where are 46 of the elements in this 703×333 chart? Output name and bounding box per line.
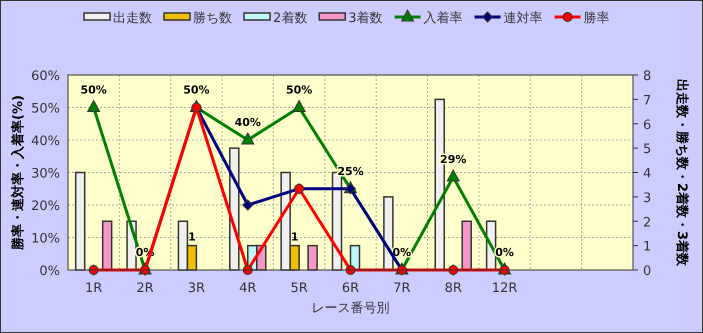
point bbox=[241, 132, 254, 144]
x-tick-label: 12R bbox=[492, 281, 518, 296]
data-label: 1 bbox=[188, 230, 196, 244]
y-tick-label: 60% bbox=[31, 69, 60, 84]
y2-tick-label: 6 bbox=[643, 118, 652, 133]
point bbox=[242, 200, 254, 210]
point bbox=[87, 100, 100, 112]
y2-tick-label: 1 bbox=[643, 240, 652, 255]
y2-axis-title: 出走数・勝ち数・2着数・3着数 bbox=[674, 78, 690, 268]
data-label: 50% bbox=[183, 84, 210, 96]
y-tick-label: 20% bbox=[31, 199, 60, 214]
y-tick-label: 30% bbox=[31, 166, 60, 182]
point bbox=[292, 100, 306, 112]
x-tick-label: 7R bbox=[393, 281, 411, 296]
y-tick-label: 10% bbox=[31, 232, 60, 246]
y2-tick-label: 7 bbox=[643, 93, 652, 108]
legend-label: 入着率 bbox=[424, 10, 463, 26]
y2-tick-label: 5 bbox=[643, 142, 652, 158]
legend-label: 3着数 bbox=[348, 10, 383, 26]
y2-tick-label: 3 bbox=[643, 190, 652, 206]
x-tick-label: 5R bbox=[290, 281, 308, 296]
y-tick-label: 0% bbox=[39, 264, 60, 279]
x-tick-label: 3R bbox=[188, 281, 206, 296]
legend-label: 出走数 bbox=[113, 11, 152, 26]
x-tick-label: 1R bbox=[85, 281, 102, 296]
data-label: 50% bbox=[286, 84, 312, 96]
x-tick-label: 6R bbox=[342, 281, 360, 296]
legend-label: 勝ち数 bbox=[193, 11, 232, 26]
point bbox=[446, 170, 460, 182]
x-tick-label: 4R bbox=[239, 281, 256, 296]
x-tick-label: 2R bbox=[136, 281, 154, 296]
legend-label: 2着数 bbox=[273, 10, 308, 26]
y2-tick-label: 2 bbox=[643, 215, 652, 230]
y-tick-label: 40% bbox=[31, 134, 60, 149]
data-label: 40% bbox=[234, 116, 261, 129]
y2-tick-label: 8 bbox=[643, 69, 652, 84]
data-label: 50% bbox=[80, 84, 107, 96]
data-label: 1 bbox=[290, 230, 298, 244]
y2-tick-label: 4 bbox=[643, 166, 652, 182]
y-tick-label: 50% bbox=[31, 102, 60, 116]
legend-label: 勝率 bbox=[584, 10, 610, 26]
y-axis-title: 勝率・連対率・入着率(%) bbox=[10, 95, 26, 251]
y2-tick-label: 0 bbox=[643, 264, 652, 279]
x-axis-title: レース番号別 bbox=[312, 301, 390, 316]
x-tick-label: 8R bbox=[444, 281, 462, 296]
legend-label: 連対率 bbox=[504, 10, 543, 26]
